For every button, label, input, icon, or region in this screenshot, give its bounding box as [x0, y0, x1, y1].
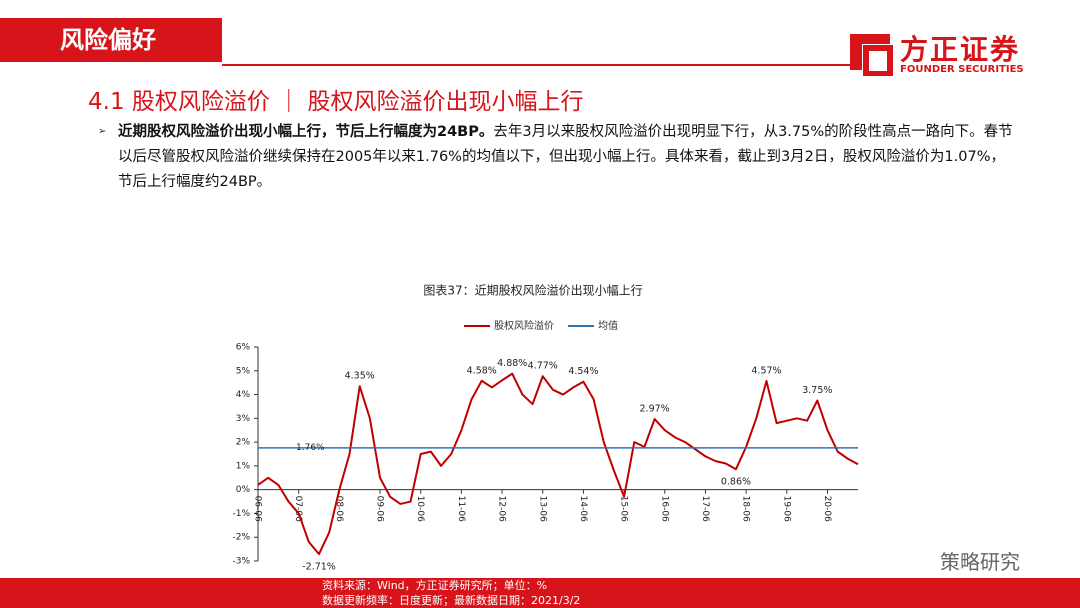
heading: 4.1 股权风险溢价 ｜ 股权风险溢价出现小幅上行 — [88, 89, 584, 115]
footer-line: 数据更新频率：日度更新；最新数据日期：2021/3/2 — [322, 594, 581, 607]
x-tick-label: 17-06 — [700, 496, 710, 522]
logo-icon — [850, 34, 893, 76]
chart: 图表37：近期股权风险溢价出现小幅上行 股权风险溢价 均值 -3% -2% -1% 0% 1… — [232, 283, 859, 570]
x-tick-label: 08-06 — [334, 496, 344, 522]
x-tick-label: 11-06 — [456, 496, 466, 522]
x-tick-label: 13-06 — [537, 496, 547, 522]
x-tick-label: 09-06 — [375, 496, 385, 522]
data-label: 0.86% — [721, 477, 751, 488]
x-tick-label: 15-06 — [619, 496, 629, 522]
y-tick-label: 6% — [236, 343, 251, 353]
section-title: 风险偏好 — [60, 26, 156, 54]
x-tick-label: 12-06 — [497, 496, 507, 522]
bullet-text: 去年3月以来股权风险溢价出现明显下行，从3.75%的阶段性高点一路向下。春节以后… — [118, 124, 1013, 190]
data-label: 4.54% — [568, 366, 598, 377]
data-label: 3.75% — [802, 385, 832, 396]
logo-name: 方正证券 — [900, 33, 1021, 66]
y-tick-label: -2% — [232, 533, 250, 543]
data-label: 4.58% — [467, 365, 497, 376]
series-line — [257, 372, 859, 556]
legend-label: 股权风险溢价 — [494, 319, 554, 332]
x-tick-label: 18-06 — [741, 496, 751, 522]
rule — [222, 64, 850, 66]
x-tick-label: 20-06 — [822, 496, 832, 522]
footer-line: 资料来源：Wind，方正证券研究所；单位：% — [322, 579, 548, 592]
data-label: 4.57% — [751, 366, 781, 377]
bullet-bold: 近期股权风险溢价出现小幅上行，节后上行幅度为24BP。 — [118, 124, 494, 140]
y-tick-label: 4% — [236, 390, 251, 400]
chart-title: 图表37：近期股权风险溢价出现小幅上行 — [423, 283, 642, 298]
mean-label: 1.76% — [296, 443, 325, 453]
y-tick-label: 3% — [236, 414, 251, 424]
data-label: 2.97% — [640, 404, 670, 415]
y-tick-label: 2% — [236, 438, 251, 448]
data-label: -2.71% — [302, 562, 336, 570]
logo-en: FOUNDER SECURITIES — [900, 64, 1024, 75]
x-tick-label: 06-06 — [253, 496, 263, 522]
y-tick-label: -1% — [232, 509, 250, 519]
data-label: 4.77% — [528, 361, 558, 372]
x-tick-label: 10-06 — [415, 496, 425, 522]
y-tick-label: 0% — [236, 485, 251, 495]
footer-band — [0, 578, 1080, 608]
data-label: 4.35% — [345, 371, 375, 382]
y-tick-label: -3% — [232, 557, 250, 567]
x-tick-label: 19-06 — [781, 496, 791, 522]
data-label: 4.88% — [497, 358, 527, 369]
section-tab — [0, 18, 222, 62]
y-tick-label: 1% — [236, 461, 251, 471]
y-tick-label: 5% — [236, 366, 251, 376]
x-tick-label: 14-06 — [578, 496, 588, 522]
x-tick-label: 07-06 — [293, 496, 303, 522]
watermark: 策略研究 — [940, 550, 1020, 574]
legend-label: 均值 — [598, 319, 618, 332]
bullet: 近期股权风险溢价出现小幅上行，节后上行幅度为24BP。去年3月以来股权风险溢价出… — [118, 120, 1018, 195]
bullet-mark: ➢ — [98, 126, 107, 137]
x-tick-label: 16-06 — [659, 496, 669, 522]
